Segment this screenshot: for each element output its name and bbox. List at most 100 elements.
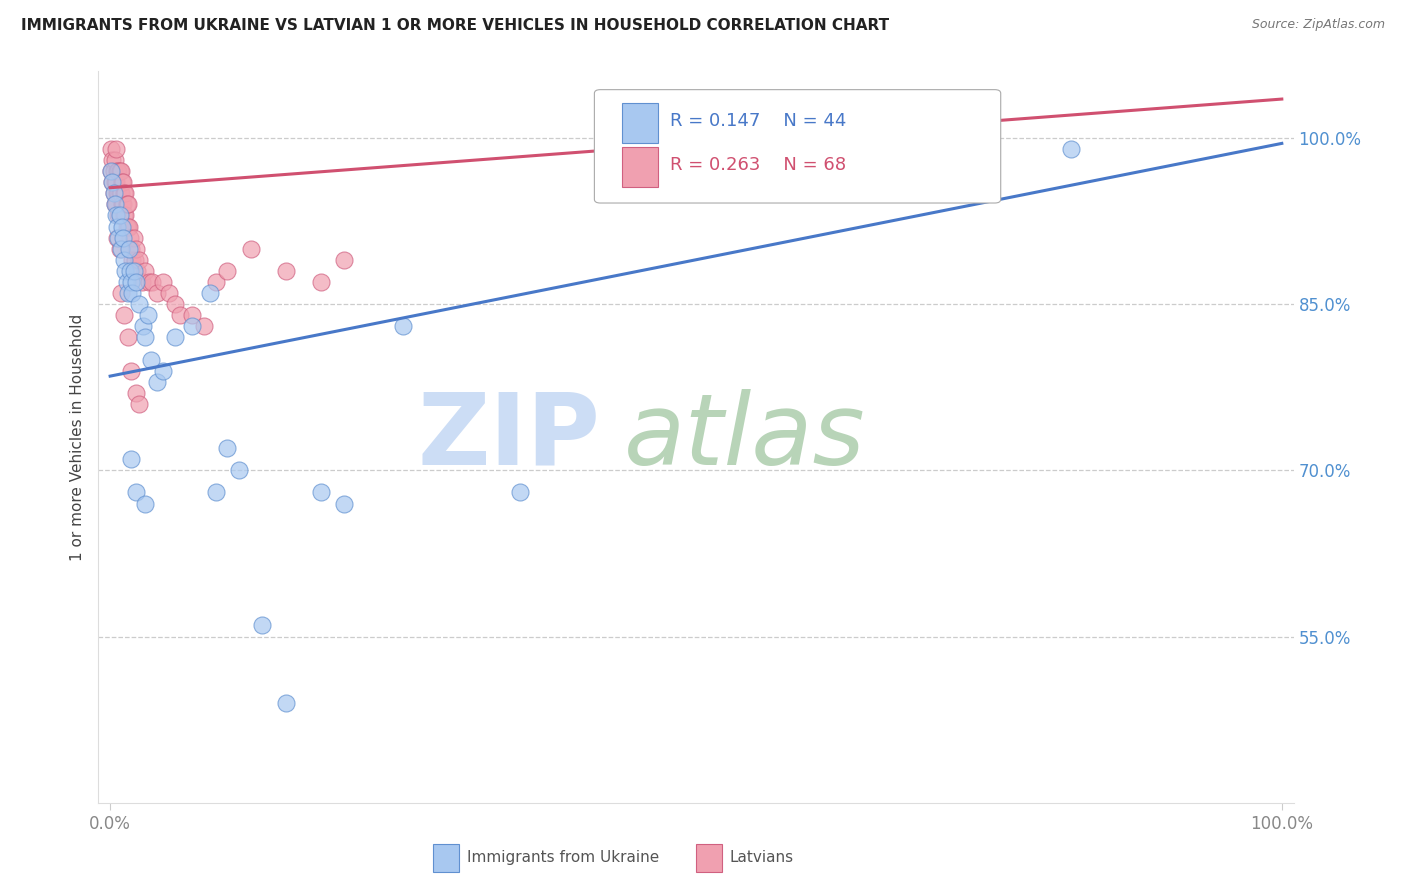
- Point: [333, 252, 356, 267]
- Point: [120, 275, 142, 289]
- Text: R = 0.263    N = 68: R = 0.263 N = 68: [669, 156, 846, 174]
- Point: [115, 219, 138, 234]
- Point: [105, 186, 128, 201]
- Point: [181, 319, 204, 334]
- Point: [101, 175, 124, 189]
- Point: [309, 485, 332, 500]
- Point: [157, 285, 180, 300]
- Point: [107, 186, 129, 201]
- Point: [333, 497, 356, 511]
- Point: [118, 219, 141, 234]
- Point: [392, 319, 415, 334]
- Point: [120, 242, 142, 256]
- Point: [127, 264, 149, 278]
- Point: [117, 197, 139, 211]
- Point: [105, 209, 128, 223]
- Point: [228, 463, 250, 477]
- Point: [1060, 142, 1083, 156]
- Point: [115, 275, 138, 289]
- Point: [252, 618, 274, 632]
- Point: [112, 197, 135, 211]
- Point: [136, 308, 159, 322]
- Point: [104, 175, 127, 189]
- Point: [193, 319, 215, 334]
- Point: [112, 186, 135, 201]
- Text: ZIP: ZIP: [418, 389, 600, 485]
- Point: [114, 186, 136, 201]
- Point: [217, 264, 239, 278]
- Point: [125, 485, 148, 500]
- Point: [121, 252, 143, 267]
- Point: [169, 308, 191, 322]
- Point: [152, 363, 174, 377]
- Point: [103, 186, 125, 201]
- Point: [107, 230, 129, 244]
- Point: [198, 285, 221, 300]
- Point: [128, 297, 150, 311]
- Text: Immigrants from Ukraine: Immigrants from Ukraine: [467, 850, 659, 865]
- Point: [112, 252, 135, 267]
- Point: [111, 219, 134, 234]
- Point: [122, 230, 145, 244]
- Point: [131, 275, 153, 289]
- Point: [108, 209, 131, 223]
- Point: [100, 164, 122, 178]
- Point: [125, 385, 148, 400]
- Point: [108, 186, 131, 201]
- Point: [105, 230, 128, 244]
- Point: [114, 264, 136, 278]
- Point: [100, 142, 122, 156]
- Point: [309, 275, 332, 289]
- Point: [181, 308, 204, 322]
- Point: [112, 175, 135, 189]
- Point: [101, 153, 124, 167]
- Point: [112, 308, 135, 322]
- Point: [105, 164, 128, 178]
- Point: [274, 264, 297, 278]
- Point: [134, 330, 156, 344]
- Point: [120, 230, 141, 244]
- Point: [163, 330, 186, 344]
- Point: [111, 197, 134, 211]
- Point: [105, 142, 128, 156]
- Point: [204, 275, 226, 289]
- Point: [118, 242, 141, 256]
- Point: [100, 164, 122, 178]
- Point: [110, 164, 132, 178]
- Point: [120, 363, 142, 377]
- Point: [132, 319, 155, 334]
- Point: [110, 285, 132, 300]
- Point: [217, 441, 239, 455]
- Point: [146, 375, 169, 389]
- Point: [108, 242, 131, 256]
- Point: [104, 197, 127, 211]
- Point: [112, 230, 135, 244]
- Point: [115, 197, 138, 211]
- Point: [105, 175, 128, 189]
- Point: [120, 264, 141, 278]
- Point: [105, 197, 128, 211]
- FancyBboxPatch shape: [595, 90, 1001, 203]
- Point: [117, 330, 139, 344]
- Point: [146, 285, 169, 300]
- Point: [125, 242, 148, 256]
- Point: [239, 242, 262, 256]
- Point: [114, 209, 136, 223]
- Point: [103, 164, 125, 178]
- Point: [141, 352, 163, 367]
- Point: [104, 197, 127, 211]
- Point: [124, 252, 146, 267]
- Point: [141, 275, 163, 289]
- Y-axis label: 1 or more Vehicles in Household: 1 or more Vehicles in Household: [70, 313, 86, 561]
- Text: R = 0.147    N = 44: R = 0.147 N = 44: [669, 112, 846, 130]
- Point: [120, 452, 142, 467]
- Point: [103, 186, 125, 201]
- Point: [138, 275, 160, 289]
- Point: [112, 209, 135, 223]
- Point: [128, 397, 150, 411]
- Point: [204, 485, 226, 500]
- Point: [274, 696, 297, 710]
- Text: atlas: atlas: [624, 389, 866, 485]
- Point: [117, 285, 139, 300]
- Point: [134, 497, 156, 511]
